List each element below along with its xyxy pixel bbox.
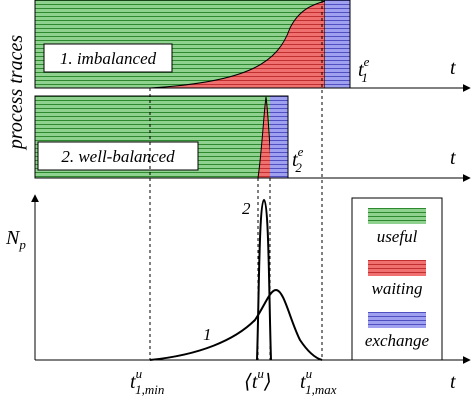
end-time: te 1 (358, 54, 370, 85)
sub: 2 (295, 160, 302, 175)
base: t (130, 371, 136, 393)
curve-2 (256, 198, 272, 361)
sub: 1,max (305, 382, 337, 397)
x-mark: tu 1,min (130, 366, 164, 397)
exchange-area (270, 96, 288, 178)
curve-1 (149, 288, 323, 361)
base: t (300, 371, 306, 393)
sup: u (136, 366, 143, 381)
legend-label: waiting (371, 279, 422, 298)
legend-swatch (368, 260, 426, 276)
x-mark: tu 1,max (300, 366, 337, 397)
legend: useful waiting exchange (351, 197, 443, 361)
close: ⟩ (263, 371, 272, 393)
y-label: Np (5, 227, 26, 252)
label-box (37, 141, 199, 171)
legend-frame (351, 197, 443, 361)
exchange-area (325, 0, 350, 88)
sub: 1 (361, 70, 368, 85)
sup: u (306, 366, 313, 381)
axis-label: t (450, 57, 456, 79)
waiting-area (149, 0, 326, 89)
sub: 1,min (135, 382, 164, 397)
x-label: t (450, 371, 456, 393)
sup: u (257, 366, 264, 381)
sup: e (364, 54, 370, 69)
curve-label: 1 (203, 325, 212, 344)
x-mark: ⟨tu⟩ (244, 366, 272, 393)
base: t (292, 149, 298, 171)
distribution-plot: Np 1 2 t tu 1,min ⟨tu⟩ tu 1,max (5, 194, 471, 397)
panel-1: 1. imbalanced t te 1 (34, 0, 471, 92)
open: ⟨ (244, 371, 252, 393)
sub: p (18, 237, 26, 252)
curve-label: 2 (242, 199, 251, 218)
legend-swatch (368, 208, 426, 224)
end-time: te 2 (292, 144, 304, 175)
legend-swatch (368, 312, 426, 328)
legend-label: useful (377, 227, 418, 246)
base: t (252, 371, 258, 393)
legend-label: exchange (365, 331, 430, 350)
panel-label: 1. imbalanced (60, 49, 157, 68)
sup: e (298, 144, 304, 159)
panel-2: 2. well-balanced t te 2 (34, 95, 471, 182)
axis-label: t (450, 147, 456, 169)
y-axis-label: process traces (5, 35, 27, 151)
label-box (43, 43, 173, 73)
base: t (358, 59, 364, 81)
panel-label: 2. well-balanced (61, 147, 175, 166)
base: N (5, 227, 21, 249)
